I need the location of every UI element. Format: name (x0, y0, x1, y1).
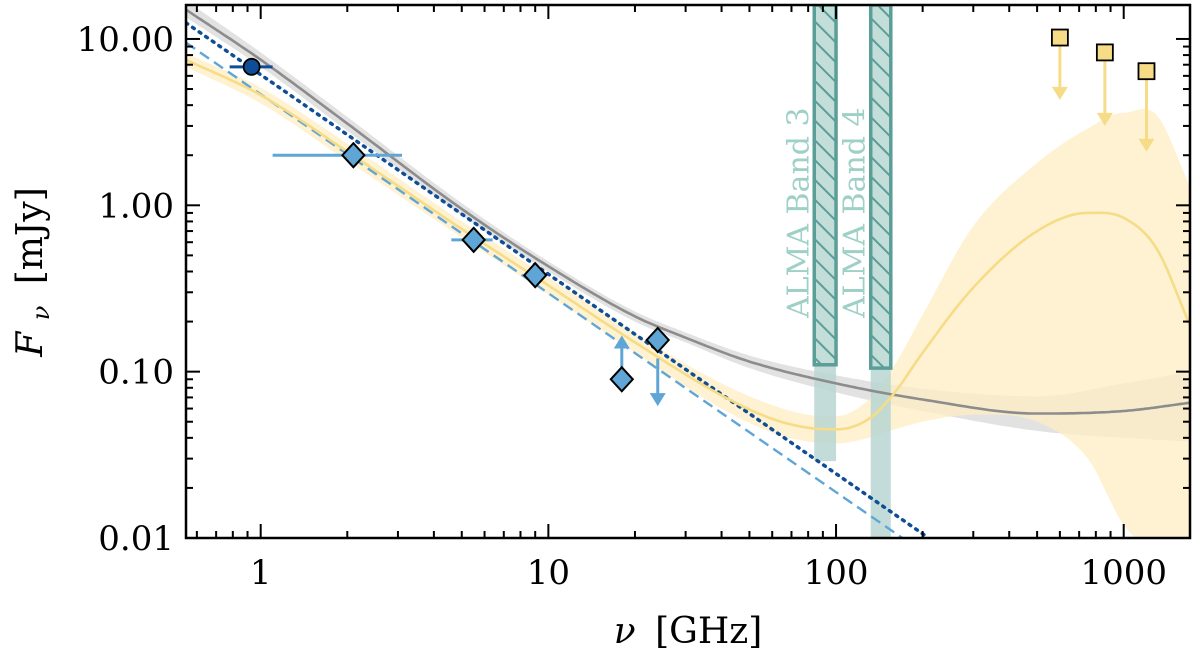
diamond-detections-3-diamond (645, 326, 671, 354)
diamond-detections-1-diamond (461, 226, 487, 254)
model-lines (186, 8, 1190, 538)
y-axis-label: F ν [mJy] (10, 187, 58, 357)
diamond-lower-limit-0-diamond (609, 365, 635, 393)
y-tick-label: 1.00 (98, 186, 174, 226)
alma-band-4-label: ALMA Band 4 (838, 107, 873, 319)
band-fill-yellow-model (186, 53, 1190, 538)
square-upper-limits-0-square (1050, 28, 1069, 47)
square-upper-limits-2-square (1137, 62, 1156, 81)
line-dashed-power-law (186, 41, 904, 538)
square-upper-limits-1-arrow-head (1096, 112, 1113, 126)
diamond-detections-0-diamond (341, 141, 366, 169)
square-upper-limits-2-arrow-head (1138, 138, 1155, 152)
curve-yellow-model (186, 58, 1190, 431)
dark-circle-point-0-circle (242, 57, 261, 76)
y-tick-label: 0.10 (98, 353, 174, 393)
axis-labels: ν [GHz] F ν [mJy] (10, 187, 762, 652)
line-dotted-power-law (186, 21, 931, 538)
data-points (229, 28, 1156, 407)
x-tick-label: 100 (804, 553, 869, 593)
square-upper-limits-1-square (1095, 43, 1114, 62)
x-tick-label: 1 (250, 553, 272, 593)
alma-band-4-box (868, 5, 893, 370)
upper-limit-at-24-GHz-0-arrow-head (649, 393, 666, 407)
alma-bands: ALMA Band 3 ALMA Band 4 (781, 5, 893, 538)
uncertainty-bands (186, 5, 1190, 538)
curve-gray-model (186, 8, 1190, 415)
alma-band-3-strip (814, 364, 837, 462)
x-axis-label: ν [GHz] (614, 611, 763, 652)
alma-band-4-strip (870, 368, 891, 538)
axes: 1 10 100 1000 0.01 0.10 1.00 10.00 (77, 3, 1192, 593)
alma-band-3-label: ALMA Band 3 (781, 107, 816, 319)
alma-band-3-box (812, 5, 838, 367)
diamond-detections-2-diamond (522, 261, 548, 289)
x-tick-label: 1000 (1080, 553, 1167, 593)
diamond-lower-limit-0-arrow-head (613, 335, 630, 349)
y-tick-label: 10.00 (77, 20, 174, 60)
square-upper-limits-0-arrow-head (1051, 86, 1068, 100)
x-tick-label: 10 (527, 553, 570, 593)
y-tick-label: 0.01 (98, 519, 174, 559)
